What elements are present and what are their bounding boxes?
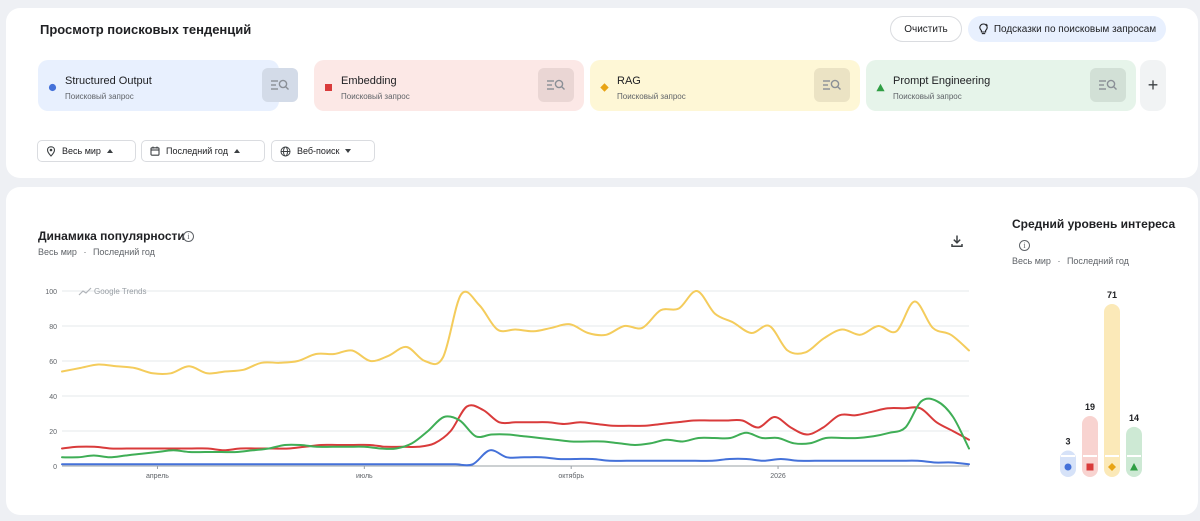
section-region: Весь мир — [38, 247, 77, 257]
caret-up-icon — [233, 149, 240, 153]
search-term-icon-glyph — [271, 79, 289, 90]
info-icon[interactable]: i — [1019, 240, 1030, 251]
y-tick-label: 20 — [49, 429, 57, 436]
search-term-rag[interactable]: RAG Поисковый запрос — [590, 60, 860, 111]
separator: · — [83, 247, 87, 257]
search-term-prompt-engineering[interactable]: Prompt Engineering Поисковый запрос — [866, 60, 1136, 111]
search-term-embedding[interactable]: Embedding Поисковый запрос — [314, 60, 584, 111]
y-tick-label: 60 — [49, 359, 57, 366]
triangle-marker-icon — [1130, 463, 1138, 471]
circle-marker-icon — [1064, 463, 1072, 471]
average-bar — [1082, 416, 1098, 477]
page-title: Просмотр поисковых тенденций — [40, 22, 252, 37]
info-icon[interactable]: i — [183, 231, 194, 242]
region-filter-label: Весь мир — [62, 146, 101, 156]
triangle-marker-icon — [876, 83, 885, 92]
period-filter-label: Последний год — [166, 146, 228, 156]
x-tick-label: 2026 — [770, 473, 786, 480]
y-tick-label: 100 — [45, 289, 57, 296]
search-terms-panel: Просмотр поисковых тенденций Очистить По… — [6, 8, 1198, 178]
trend-icon — [78, 287, 92, 296]
search-term-type: Поисковый запрос — [65, 92, 134, 101]
search-term-type: Поисковый запрос — [341, 92, 410, 101]
square-marker-icon — [324, 83, 333, 92]
average-region: Весь мир — [1012, 256, 1051, 266]
average-interest-title: Средний уровень интереса — [1012, 217, 1176, 231]
separator: · — [1057, 256, 1061, 266]
caret-down-icon — [345, 149, 352, 153]
average-bar — [1126, 426, 1142, 477]
y-tick-label: 80 — [49, 324, 57, 331]
plus-icon: + — [1147, 75, 1159, 95]
search-term-icon[interactable] — [262, 68, 298, 102]
search-term-icon[interactable] — [814, 68, 850, 102]
search-type-filter[interactable]: Веб-поиск — [271, 140, 375, 162]
download-icon[interactable] — [950, 234, 964, 248]
search-hints-button[interactable]: Подсказки по поисковым запросам — [968, 16, 1166, 42]
average-value-label: 71 — [1107, 290, 1117, 300]
globe-icon — [280, 146, 291, 156]
series-line-rag — [61, 290, 970, 376]
average-interest-subtitle: Весь мир · Последний год — [1012, 256, 1129, 266]
search-term-name: Prompt Engineering — [893, 75, 991, 87]
search-term-icon-glyph — [547, 79, 565, 90]
section-period: Последний год — [92, 247, 155, 257]
search-term-name: Structured Output — [65, 75, 152, 87]
x-tick-label: апрель — [146, 473, 169, 480]
square-marker-icon — [1086, 463, 1094, 471]
diamond-marker-icon — [600, 83, 609, 92]
average-value-label: 19 — [1085, 402, 1095, 412]
x-tick-label: октябрь — [558, 472, 584, 480]
search-term-type: Поисковый запрос — [617, 92, 686, 101]
search-term-type: Поисковый запрос — [893, 92, 962, 101]
search-term-icon-glyph — [823, 79, 841, 90]
average-bar — [1104, 304, 1120, 477]
series-line-structured-output — [61, 449, 970, 467]
section-title: Динамика популярности — [38, 229, 185, 243]
clear-button[interactable]: Очистить — [890, 16, 962, 42]
series-line-prompt-engineering — [61, 397, 970, 459]
add-term-button[interactable]: + — [1140, 60, 1166, 111]
x-tick-label: июль — [356, 473, 373, 480]
watermark: Google Trends — [94, 287, 146, 296]
diamond-marker-icon — [1108, 463, 1116, 471]
search-term-icon[interactable] — [1090, 68, 1126, 102]
region-filter[interactable]: Весь мир — [37, 140, 136, 162]
search-term-name: RAG — [617, 75, 641, 87]
search-hints-label: Подсказки по поисковым запросам — [993, 23, 1157, 35]
average-period: Последний год — [1066, 256, 1129, 266]
search-term-icon[interactable] — [538, 68, 574, 102]
search-type-filter-label: Веб-поиск — [297, 146, 340, 156]
average-value-label: 3 — [1065, 437, 1070, 447]
y-tick-label: 0 — [53, 464, 57, 471]
y-tick-label: 40 — [49, 394, 57, 401]
location-pin-icon — [46, 145, 56, 157]
interest-chart: 0 20 40 60 80 100 апрель июль октябрь 2026 Google … — [45, 287, 1142, 480]
search-term-icon-glyph — [1099, 79, 1117, 90]
lightbulb-icon — [979, 23, 989, 35]
interest-over-time-panel: Динамика популярности i Весь мир · После… — [6, 187, 1198, 515]
search-term-structured-output[interactable]: Structured Output Поисковый запрос — [38, 60, 298, 111]
period-filter[interactable]: Последний год — [141, 140, 265, 162]
average-value-label: 14 — [1129, 413, 1139, 423]
series-line-embedding — [61, 404, 970, 452]
caret-up-icon — [106, 149, 113, 153]
calendar-icon — [150, 146, 160, 156]
search-term-name: Embedding — [341, 75, 397, 87]
circle-marker-icon — [48, 83, 57, 92]
section-subtitle: Весь мир · Последний год — [38, 247, 155, 257]
